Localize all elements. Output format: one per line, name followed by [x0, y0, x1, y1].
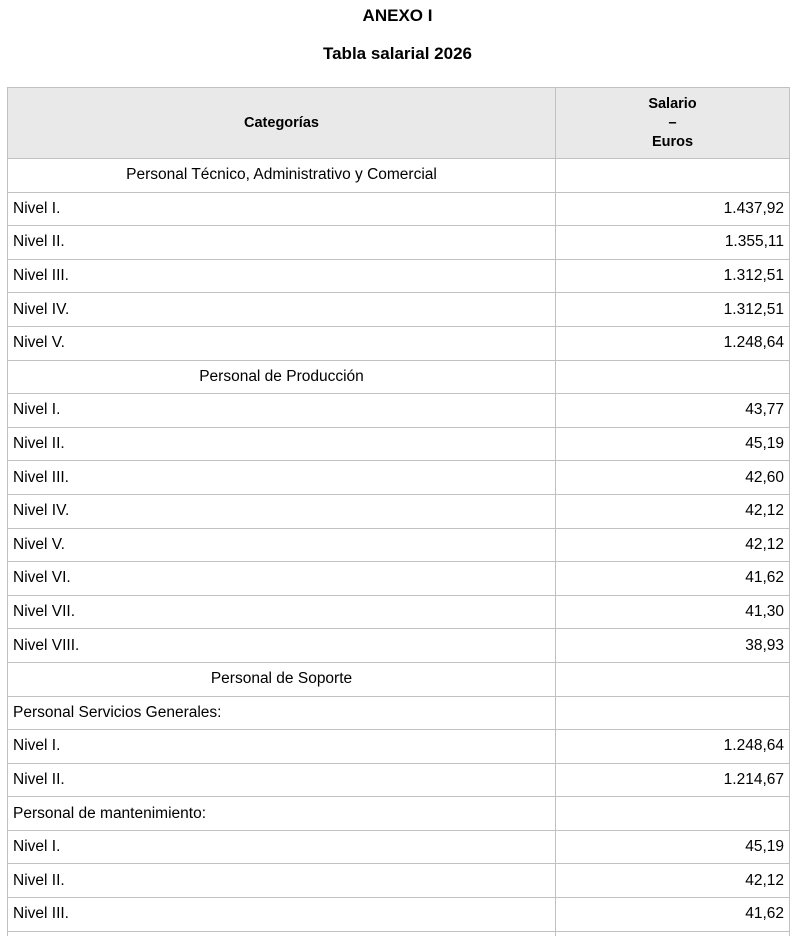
document-page: ANEXO I Tabla salarial 2026 Categorías S…	[0, 6, 795, 936]
table-row: Personal Servicios Generales:	[7, 695, 790, 731]
row-label: Nivel II.	[7, 863, 556, 899]
row-label: Nivel II.	[7, 225, 556, 260]
salary-table-header: Categorías Salario – Euros	[7, 87, 790, 159]
row-value: 1.312,51	[555, 292, 790, 327]
salary-header-dash: –	[668, 114, 677, 131]
salary-header-line-1: Salario	[648, 95, 697, 112]
row-label: Nivel II.	[7, 762, 556, 798]
table-row: Nivel V. 1.248,64	[7, 325, 790, 361]
row-value: 41,62	[555, 561, 790, 596]
row-value: 42,12	[555, 863, 790, 899]
row-value: 1.437,92	[555, 191, 790, 227]
row-label: Nivel VII.	[7, 594, 556, 630]
table-row: Nivel II. 1.355,11	[7, 225, 790, 260]
table-row: Nivel I. 43,77	[7, 393, 790, 428]
row-value: 1.248,64	[555, 729, 790, 764]
table-row: Personal de Producción	[7, 359, 790, 395]
table-row: Personal de Soporte	[7, 661, 790, 697]
salary-header-line-2: Euros	[651, 133, 694, 150]
row-label: Nivel III.	[7, 460, 556, 495]
row-label: Nivel I.	[7, 829, 556, 865]
table-row: Nivel I. 45,19	[7, 829, 790, 865]
column-header-categories: Categorías	[7, 87, 556, 159]
row-value	[555, 930, 790, 936]
row-value: 41,30	[555, 594, 790, 630]
row-label: Personal de Producción	[7, 359, 556, 395]
row-label: Nivel V.	[7, 325, 556, 361]
row-value: 45,19	[555, 829, 790, 865]
row-value: 42,12	[555, 493, 790, 529]
row-value: 41,62	[555, 897, 790, 932]
table-row: Nivel VI. 41,62	[7, 561, 790, 596]
table-row: Nivel I. 1.437,92	[7, 191, 790, 227]
table-row: Nivel IV. 1.312,51	[7, 292, 790, 327]
row-value	[555, 695, 790, 731]
row-label: Personal de Soporte	[7, 661, 556, 697]
table-row: Nivel II. 45,19	[7, 426, 790, 462]
row-label: Personal Técnico, Administrativo y Comer…	[7, 158, 556, 193]
row-value: 1.355,11	[555, 225, 790, 260]
row-value: 42,60	[555, 460, 790, 495]
row-value: 1.312,51	[555, 258, 790, 294]
row-label: Nivel III.	[7, 897, 556, 932]
row-value: 1.248,64	[555, 325, 790, 361]
row-label: Nivel I.	[7, 729, 556, 764]
table-row: Nivel I. 1.248,64	[7, 729, 790, 764]
table-row	[7, 930, 790, 936]
row-value	[555, 661, 790, 697]
page-subtitle: Tabla salarial 2026	[322, 44, 472, 63]
table-row: Nivel V. 42,12	[7, 527, 790, 563]
table-row: Nivel III. 1.312,51	[7, 258, 790, 294]
row-value: 45,19	[555, 426, 790, 462]
row-value	[555, 796, 790, 831]
row-value: 43,77	[555, 393, 790, 428]
table-row: Nivel IV. 42,12	[7, 493, 790, 529]
table-row: Nivel II. 42,12	[7, 863, 790, 899]
table-row: Personal de mantenimiento:	[7, 796, 790, 831]
row-label: Nivel VI.	[7, 561, 556, 596]
row-label: Nivel IV.	[7, 292, 556, 327]
row-value: 38,93	[555, 628, 790, 663]
header-row: Categorías Salario – Euros	[7, 87, 790, 159]
row-label: Nivel II.	[7, 426, 556, 462]
column-header-salary: Salario – Euros	[555, 87, 790, 159]
row-label: Personal de mantenimiento:	[7, 796, 556, 831]
row-value: 1.214,67	[555, 762, 790, 798]
page-title: ANEXO I	[362, 6, 433, 25]
row-value: 42,12	[555, 527, 790, 563]
row-label: Nivel V.	[7, 527, 556, 563]
row-value	[555, 158, 790, 193]
row-label: Nivel III.	[7, 258, 556, 294]
row-label: Personal Servicios Generales:	[7, 695, 556, 731]
row-label: Nivel I.	[7, 393, 556, 428]
row-label: Nivel I.	[7, 191, 556, 227]
row-value	[555, 359, 790, 395]
salary-table-body: Personal Técnico, Administrativo y Comer…	[7, 158, 790, 936]
row-label: Nivel IV.	[7, 493, 556, 529]
salary-table: Categorías Salario – Euros Personal Técn…	[7, 87, 790, 936]
row-label	[7, 930, 556, 936]
table-row: Nivel III. 42,60	[7, 460, 790, 495]
row-label: Nivel VIII.	[7, 628, 556, 663]
table-row: Personal Técnico, Administrativo y Comer…	[7, 158, 790, 193]
table-row: Nivel II. 1.214,67	[7, 762, 790, 798]
table-row: Nivel VII. 41,30	[7, 594, 790, 630]
table-row: Nivel III. 41,62	[7, 897, 790, 932]
table-row: Nivel VIII. 38,93	[7, 628, 790, 663]
